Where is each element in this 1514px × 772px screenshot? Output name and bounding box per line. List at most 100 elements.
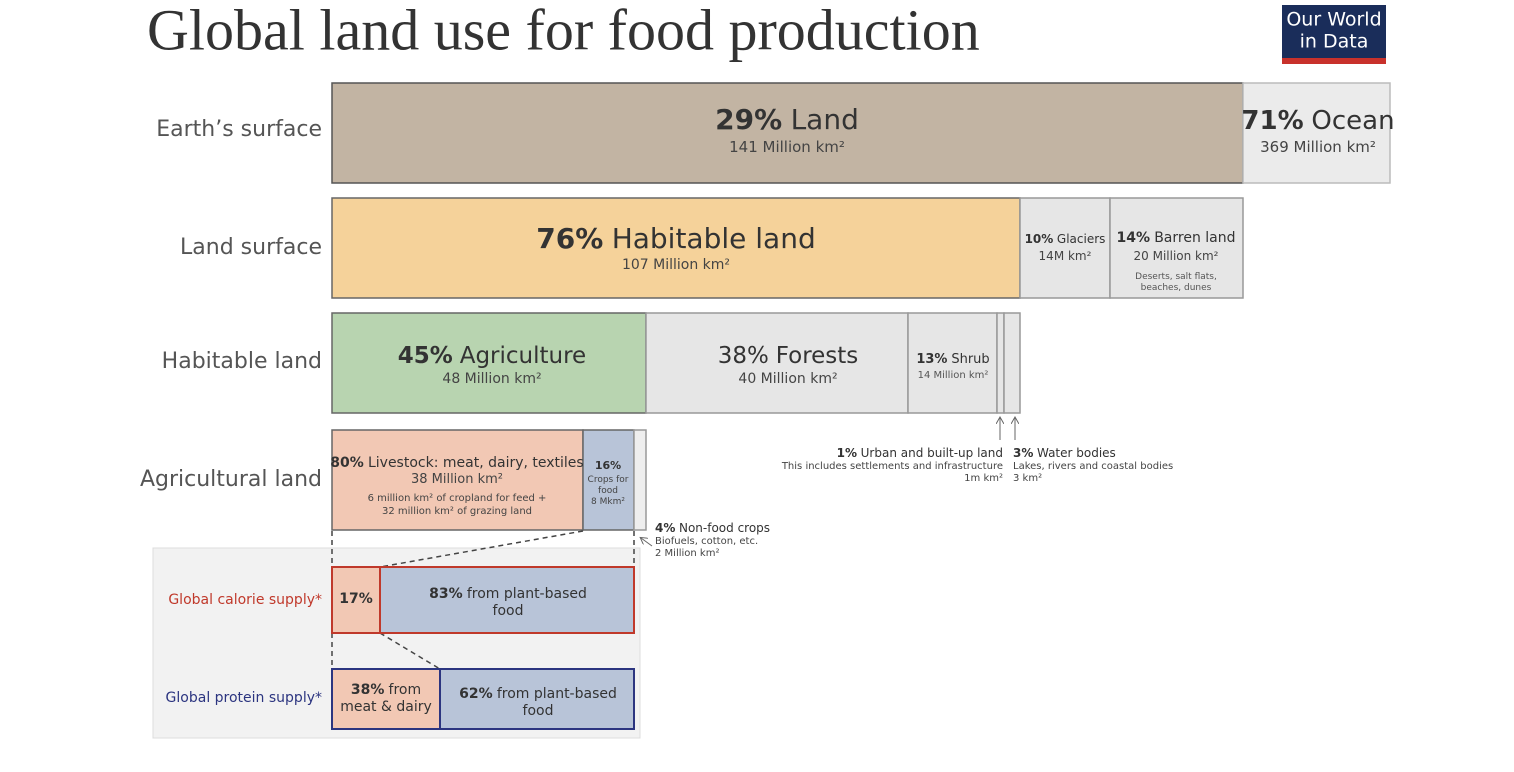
text: 1m km² xyxy=(964,473,1003,484)
label: 2 Million km² xyxy=(655,548,719,559)
percent: 13% xyxy=(916,352,947,367)
dashed-connector xyxy=(379,530,584,568)
label: 107 Million km² xyxy=(622,257,730,273)
label: food xyxy=(493,603,524,619)
label: 20 Million km² xyxy=(1134,249,1219,263)
label: 4% Non-food crops xyxy=(655,521,770,535)
text: Earth’s surface xyxy=(156,117,322,142)
text: Biofuels, cotton, etc. xyxy=(655,536,758,547)
label: 13% Shrub xyxy=(916,352,989,367)
block xyxy=(439,668,635,730)
text: Agricultural land xyxy=(140,467,322,492)
label: 14M km² xyxy=(1039,249,1092,263)
label: 38 Million km² xyxy=(411,472,503,487)
label: This includes settlements and infrastruc… xyxy=(781,461,1003,472)
text: 48 Million km² xyxy=(442,371,541,387)
text: Urban and built-up land xyxy=(861,446,1003,460)
block xyxy=(996,312,1005,414)
text: Livestock: meat, dairy, textiles xyxy=(368,455,584,471)
label: 1% Urban and built-up land xyxy=(837,446,1003,460)
label: meat & dairy xyxy=(340,699,432,715)
label: Global protein supply* xyxy=(166,690,322,706)
text: Shrub xyxy=(951,352,989,367)
percent: 10% xyxy=(1025,232,1054,246)
percent: 4% xyxy=(655,521,675,535)
block xyxy=(1109,197,1244,299)
percent: 16% xyxy=(595,459,621,472)
label: food xyxy=(523,703,554,719)
percent: 71% xyxy=(1241,106,1303,136)
label: 71% Ocean xyxy=(1241,106,1394,136)
logo-bar xyxy=(1282,58,1386,64)
text: 14M km² xyxy=(1039,249,1092,263)
percent: 3% xyxy=(1013,446,1033,460)
block xyxy=(1019,197,1111,299)
label: 80% Livestock: meat, dairy, textiles xyxy=(330,455,583,471)
text: Deserts, salt flats, xyxy=(1135,272,1217,282)
label: 45% Agriculture xyxy=(398,343,586,369)
label: 14 Million km² xyxy=(918,370,989,381)
label: Habitable land xyxy=(162,349,322,374)
text: Barren land xyxy=(1154,230,1235,246)
text: 107 Million km² xyxy=(622,257,730,273)
text: Land surface xyxy=(180,235,322,260)
text: food xyxy=(493,603,524,619)
text: meat & dairy xyxy=(340,699,432,715)
block xyxy=(582,429,635,531)
percent: 1% xyxy=(837,446,857,460)
text: 38% xyxy=(718,343,769,369)
text: Glaciers xyxy=(1057,232,1106,246)
text: food xyxy=(598,486,618,496)
text: Agriculture xyxy=(460,343,587,369)
text: 20 Million km² xyxy=(1134,249,1219,263)
text: 369 Million km² xyxy=(1260,138,1376,156)
label: 16% xyxy=(595,459,621,472)
percent: 29% xyxy=(715,103,782,136)
dashed-connector xyxy=(379,632,441,670)
label: 369 Million km² xyxy=(1260,138,1376,156)
text: 6 million km² of cropland for feed + xyxy=(368,493,547,504)
label: Agricultural land xyxy=(140,467,322,492)
label: 62% from plant-based xyxy=(459,686,617,702)
text: Water bodies xyxy=(1037,446,1116,460)
label: food xyxy=(598,486,618,496)
text: Global calorie supply* xyxy=(168,592,322,608)
text: 141 Million km² xyxy=(729,138,845,156)
label: 8 Mkm² xyxy=(591,497,625,507)
text: beaches, dunes xyxy=(1141,283,1212,293)
text: from plant-based xyxy=(467,586,587,602)
block xyxy=(331,312,647,414)
text: Non-food crops xyxy=(679,521,770,535)
percent: 83% xyxy=(429,586,463,602)
text: Land xyxy=(791,103,859,136)
label: 3% Water bodies xyxy=(1013,446,1116,460)
text: Ocean xyxy=(1311,106,1394,136)
text: 2 Million km² xyxy=(655,548,719,559)
logo-box xyxy=(1282,5,1386,58)
block xyxy=(331,668,441,730)
percent: 17% xyxy=(339,591,373,607)
label: Deserts, salt flats, xyxy=(1135,272,1217,282)
label: Land surface xyxy=(180,235,322,260)
block xyxy=(645,312,909,414)
label: Lakes, rivers and coastal bodies xyxy=(1013,461,1173,472)
block xyxy=(331,429,584,531)
block xyxy=(331,197,1021,299)
text: 38 Million km² xyxy=(411,472,503,487)
label: 17% xyxy=(339,591,373,607)
block xyxy=(331,82,1244,184)
label: 38% Forests xyxy=(718,343,859,369)
label: Global calorie supply* xyxy=(168,592,322,608)
text: Crops for xyxy=(588,475,629,485)
percent: 14% xyxy=(1116,230,1150,246)
label: 48 Million km² xyxy=(442,371,541,387)
text: from plant-based xyxy=(497,686,617,702)
label: 76% Habitable land xyxy=(536,222,815,255)
percent: 45% xyxy=(398,343,453,369)
logo-text: Our World xyxy=(1286,9,1381,31)
label: 29% Land xyxy=(715,103,859,136)
text: from xyxy=(389,682,422,698)
arrow xyxy=(641,538,653,547)
percent: 62% xyxy=(459,686,493,702)
text: 14 Million km² xyxy=(918,370,989,381)
